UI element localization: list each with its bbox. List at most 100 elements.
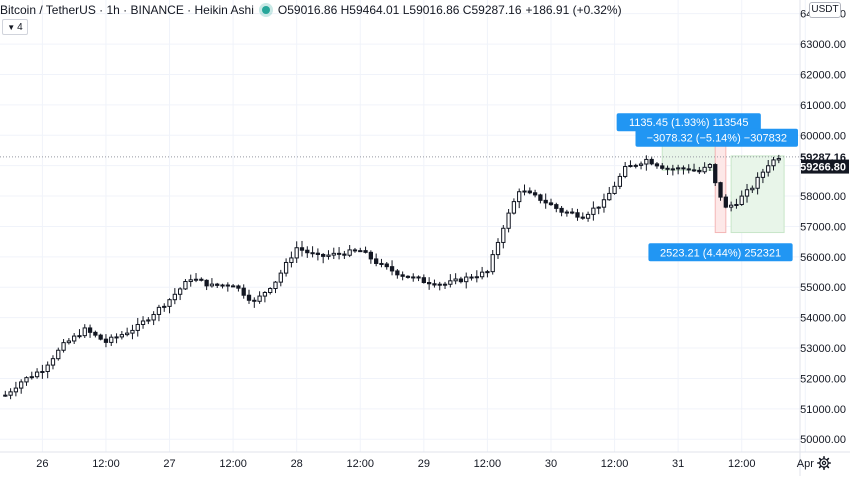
change-value: +186.91 (+0.32%) bbox=[525, 3, 622, 17]
price-axis[interactable]: 50000.00 51000.00 52000.00 53000.00 54000.00… bbox=[800, 9, 849, 447]
candle-up bbox=[347, 249, 352, 256]
close-label: C bbox=[462, 3, 472, 17]
candle-up bbox=[485, 271, 490, 274]
candle-down bbox=[103, 338, 109, 343]
candle-down bbox=[225, 284, 230, 287]
candle-down bbox=[532, 192, 538, 196]
gear-icon bbox=[817, 456, 831, 470]
candle-up bbox=[268, 288, 273, 293]
candle-up bbox=[188, 279, 193, 283]
candle-down bbox=[718, 182, 723, 198]
candle-down bbox=[654, 163, 660, 167]
candle-up bbox=[702, 166, 707, 173]
candle-up bbox=[151, 313, 156, 321]
candle-up bbox=[448, 280, 453, 285]
candle-up bbox=[474, 276, 479, 279]
candle-up bbox=[728, 204, 734, 208]
candle-up bbox=[771, 159, 776, 167]
candle-up bbox=[24, 377, 29, 383]
candle-down bbox=[538, 194, 543, 201]
candle-down bbox=[421, 277, 426, 284]
candle-up bbox=[183, 281, 188, 290]
candle-up bbox=[437, 283, 442, 286]
y-tick-label: 54000.00 bbox=[800, 313, 846, 325]
candle-down bbox=[342, 253, 347, 256]
settings-button[interactable] bbox=[815, 454, 833, 472]
measure-label-text: −3078.32 (−5.14%) −307832 bbox=[647, 133, 787, 145]
candle-up bbox=[755, 176, 760, 189]
x-tick-label: 12:00 bbox=[346, 458, 374, 470]
candle-up bbox=[278, 272, 283, 283]
candle-down bbox=[723, 196, 728, 208]
candle-down bbox=[660, 165, 665, 169]
y-tick-label: 57000.00 bbox=[800, 221, 846, 233]
candle-down bbox=[93, 331, 98, 336]
candle-down bbox=[554, 204, 559, 209]
indicators-toggle-button[interactable]: ▼ 4 bbox=[2, 19, 28, 35]
candle-up bbox=[162, 305, 167, 308]
candles bbox=[3, 154, 781, 400]
candle-up bbox=[114, 336, 119, 339]
candle-down bbox=[215, 283, 220, 286]
candle-down bbox=[686, 168, 691, 171]
x-tick-label: 12:00 bbox=[92, 458, 120, 470]
y-tick-label: 53000.00 bbox=[800, 343, 846, 355]
candle-down bbox=[559, 207, 564, 213]
symbol-title[interactable]: Bitcoin / TetherUS · 1h · BINANCE · Heik… bbox=[0, 3, 254, 17]
candle-down bbox=[400, 274, 405, 277]
candle-up bbox=[8, 391, 13, 396]
candle-up bbox=[411, 276, 416, 279]
time-axis[interactable]: 26 12:00 27 12:00 28 12:00 29 12:00 30 12:00 31 12:… bbox=[36, 458, 814, 470]
candle-up bbox=[72, 335, 77, 342]
x-tick-label: 30 bbox=[545, 458, 557, 470]
open-value: 59016.86 bbox=[287, 3, 338, 17]
candle-up bbox=[50, 358, 56, 366]
candle-up bbox=[177, 288, 183, 295]
candle-down bbox=[665, 167, 670, 170]
candle-down bbox=[199, 278, 204, 281]
candle-down bbox=[315, 252, 321, 255]
candle-down bbox=[432, 283, 437, 286]
x-tick-label: 12:00 bbox=[728, 458, 756, 470]
candle-down bbox=[469, 276, 474, 279]
x-tick-label: 29 bbox=[418, 458, 430, 470]
candle-down bbox=[321, 253, 326, 257]
candle-up bbox=[744, 189, 750, 197]
candle-up bbox=[45, 364, 50, 373]
measure-label-text: 1135.45 (1.93%) 113545 bbox=[629, 117, 748, 129]
candle-up bbox=[77, 335, 82, 338]
candle-up bbox=[209, 283, 215, 287]
candle-up bbox=[109, 336, 114, 343]
candle-up bbox=[283, 261, 289, 274]
candle-up bbox=[644, 158, 649, 165]
y-tick-label: 61000.00 bbox=[800, 100, 846, 112]
x-tick-label: 12:00 bbox=[474, 458, 502, 470]
candle-down bbox=[649, 158, 654, 165]
candle-down bbox=[570, 211, 575, 214]
currency-badge[interactable]: USDT bbox=[809, 2, 841, 18]
candle-up bbox=[591, 207, 596, 215]
candle-up bbox=[331, 252, 336, 256]
candle-down bbox=[299, 247, 305, 251]
symbol-legend[interactable]: Bitcoin / TetherUS · 1h · BINANCE · Heik… bbox=[0, 2, 622, 18]
candle-up bbox=[638, 163, 644, 166]
candle-up bbox=[511, 201, 517, 214]
candle-up bbox=[776, 158, 781, 161]
y-tick-label: 56000.00 bbox=[800, 252, 846, 264]
candle-up bbox=[734, 203, 739, 206]
candle-down bbox=[426, 282, 432, 285]
candle-down bbox=[458, 278, 464, 283]
candle-down bbox=[236, 285, 241, 289]
candle-up bbox=[119, 334, 124, 338]
candle-up bbox=[495, 241, 501, 256]
candle-up bbox=[490, 254, 495, 273]
x-tick-label: Apr bbox=[797, 458, 814, 470]
candle-down bbox=[527, 190, 532, 194]
low-label: L bbox=[402, 3, 410, 17]
candle-up bbox=[13, 387, 19, 393]
y-tick-label: 60000.00 bbox=[800, 130, 846, 142]
candle-up bbox=[676, 167, 681, 170]
